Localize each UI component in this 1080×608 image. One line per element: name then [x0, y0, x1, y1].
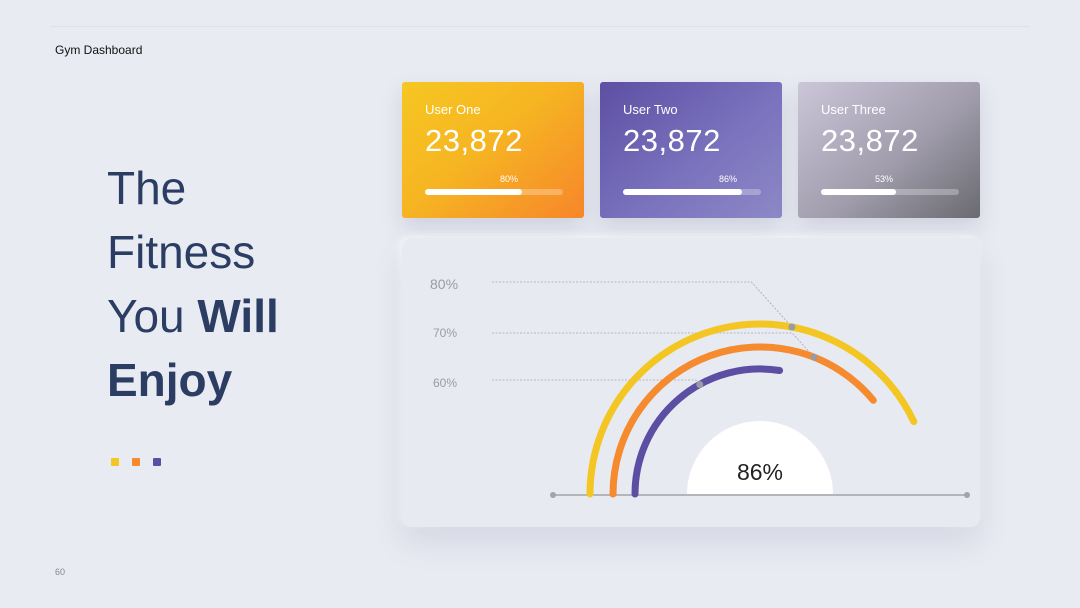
card-percent: 53%: [875, 174, 894, 184]
card-progress-fill: [623, 189, 742, 195]
color-dots: [111, 453, 174, 471]
gauge-arc-3: [631, 365, 784, 498]
user-card-two[interactable]: User Two 23,872 86%: [600, 82, 782, 218]
gauge-marker-1: [788, 323, 796, 331]
gauge-label-3: 60%: [433, 376, 457, 390]
gauge-marker-2: [810, 353, 818, 361]
gauge-leader-line-2: [492, 332, 815, 358]
card-percent: 86%: [719, 174, 738, 184]
card-value: 23,872: [821, 123, 919, 158]
dot-purple: [153, 458, 161, 466]
baseline-left-dot: [550, 492, 556, 498]
gauge-label-1: 80%: [430, 276, 458, 292]
dashboard-title: Gym Dashboard: [55, 43, 143, 57]
hero-line-1: The: [107, 162, 187, 214]
card-value: 23,872: [623, 123, 721, 158]
card-percent: 80%: [500, 174, 519, 184]
card-progress-track: [425, 189, 563, 195]
card-label: User One: [425, 102, 481, 117]
card-progress-fill: [821, 189, 896, 195]
user-card-one[interactable]: User One 23,872 80%: [402, 82, 584, 218]
gauge-label-2: 70%: [433, 326, 457, 340]
card-label: User Three: [821, 102, 886, 117]
gauge-chart: 86% 80% 70% 60%: [430, 276, 970, 498]
gauge-leader-line-1: [492, 281, 793, 328]
page-number: 60: [55, 567, 66, 577]
card-progress-fill: [425, 189, 522, 195]
hero-word-you: You: [107, 290, 185, 342]
card-label: User Two: [623, 102, 678, 117]
card-value: 23,872: [425, 123, 523, 158]
gauge-center-disc: [687, 421, 833, 494]
card-progress-track: [821, 189, 959, 195]
gauge-marker-3: [696, 381, 704, 388]
dot-yellow: [111, 458, 119, 466]
gauge-arc-1: [586, 320, 918, 498]
dot-orange: [132, 458, 140, 466]
gauge-center-label: 86%: [737, 459, 783, 485]
baseline-right-dot: [964, 492, 970, 498]
hero-heading: The Fitness You Will Enjoy: [107, 156, 279, 412]
gauge-arc-2: [609, 343, 877, 498]
hero-line-4: Enjoy: [107, 348, 279, 412]
top-divider: [50, 26, 1030, 27]
hero-line-2: Fitness: [107, 226, 256, 278]
gauge-panel: 86% 80% 70% 60%: [402, 238, 980, 527]
user-card-three[interactable]: User Three 23,872 53%: [798, 82, 980, 218]
card-progress-track: [623, 189, 761, 195]
hero-line-3: You Will: [107, 284, 279, 348]
hero-word-will: Will: [197, 290, 279, 342]
hero-word-enjoy: Enjoy: [107, 354, 233, 406]
